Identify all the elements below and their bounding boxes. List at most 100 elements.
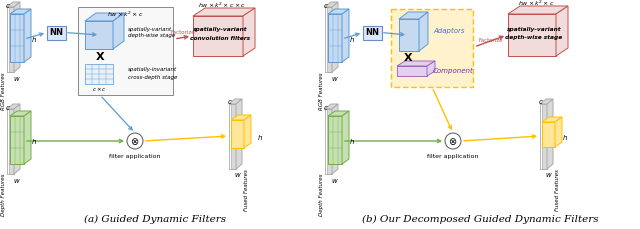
Polygon shape [556, 6, 568, 56]
Text: $\mathbf{X}$: $\mathbf{X}$ [403, 51, 413, 63]
Text: NN: NN [365, 28, 379, 37]
Polygon shape [7, 109, 14, 174]
Polygon shape [399, 12, 428, 19]
Polygon shape [328, 9, 349, 14]
Text: $w$: $w$ [331, 75, 339, 83]
Text: cross-depth stage: cross-depth stage [128, 74, 177, 79]
Polygon shape [243, 8, 255, 56]
Polygon shape [10, 116, 24, 164]
Polygon shape [542, 117, 562, 122]
Polygon shape [325, 7, 332, 72]
Text: Fused Features: Fused Features [555, 169, 560, 211]
Polygon shape [540, 104, 547, 169]
Polygon shape [332, 2, 338, 72]
Polygon shape [7, 2, 20, 7]
Polygon shape [10, 111, 31, 116]
Polygon shape [24, 111, 31, 164]
Text: Component: Component [433, 68, 474, 74]
Polygon shape [540, 99, 553, 104]
Polygon shape [342, 9, 349, 62]
Text: $w$: $w$ [234, 171, 242, 179]
Text: $hw \times k^2 \times c \times c$: $hw \times k^2 \times c \times c$ [198, 1, 246, 10]
Text: filter application: filter application [109, 154, 161, 159]
Polygon shape [7, 7, 14, 72]
Text: Factorize: Factorize [478, 38, 503, 43]
Text: $w$: $w$ [13, 75, 21, 83]
Polygon shape [229, 99, 242, 104]
Polygon shape [236, 99, 242, 169]
Text: $h$: $h$ [562, 133, 568, 142]
Polygon shape [547, 99, 553, 169]
Text: NN: NN [49, 28, 63, 37]
Text: spatially-variant: spatially-variant [193, 27, 247, 33]
Text: RGB Features: RGB Features [1, 72, 6, 110]
Text: $h$: $h$ [257, 133, 263, 142]
Text: $c$: $c$ [227, 98, 233, 106]
Text: (b) Our Decomposed Guided Dynamic Filters: (b) Our Decomposed Guided Dynamic Filter… [362, 215, 598, 224]
Polygon shape [332, 104, 338, 174]
Text: $h$: $h$ [31, 137, 37, 147]
Polygon shape [85, 13, 124, 21]
Text: spatially-invariant: spatially-invariant [128, 68, 177, 73]
Polygon shape [540, 104, 542, 169]
Polygon shape [113, 13, 124, 49]
Text: $h$: $h$ [31, 35, 37, 44]
Text: Fused Features: Fused Features [244, 169, 249, 211]
Polygon shape [229, 104, 236, 169]
Polygon shape [7, 7, 9, 72]
Text: $hw \times k^2 \times c$: $hw \times k^2 \times c$ [107, 10, 144, 19]
Text: $c$: $c$ [323, 2, 329, 9]
Polygon shape [7, 104, 20, 109]
Polygon shape [397, 66, 427, 76]
Text: $hw \times k^2 \times c$: $hw \times k^2 \times c$ [518, 0, 554, 8]
Polygon shape [231, 115, 251, 120]
Text: depth-wise stage: depth-wise stage [506, 35, 563, 41]
Text: $w$: $w$ [331, 177, 339, 185]
Polygon shape [342, 111, 349, 164]
Polygon shape [325, 104, 338, 109]
Text: $\mathbf{X}$: $\mathbf{X}$ [95, 50, 105, 62]
Polygon shape [7, 109, 9, 174]
Polygon shape [325, 109, 332, 174]
Polygon shape [555, 117, 562, 147]
Text: spatially-variant: spatially-variant [507, 27, 561, 33]
Polygon shape [325, 7, 327, 72]
Text: RGB Features: RGB Features [319, 72, 324, 110]
Text: $c \times c$: $c \times c$ [92, 85, 106, 93]
Text: $h$: $h$ [349, 35, 355, 44]
FancyBboxPatch shape [362, 25, 381, 39]
Polygon shape [10, 14, 24, 62]
Polygon shape [508, 14, 556, 56]
FancyBboxPatch shape [47, 25, 65, 39]
Polygon shape [229, 104, 231, 169]
Text: filter application: filter application [428, 154, 479, 159]
Polygon shape [328, 111, 349, 116]
Polygon shape [14, 104, 20, 174]
Text: (a) Guided Dynamic Filters: (a) Guided Dynamic Filters [84, 215, 226, 224]
Text: $c$: $c$ [5, 2, 11, 9]
Text: Depth Features: Depth Features [1, 174, 6, 216]
Polygon shape [85, 21, 113, 49]
Text: $c$: $c$ [538, 98, 544, 106]
Text: Adaptors: Adaptors [433, 28, 465, 34]
Polygon shape [419, 12, 428, 51]
Polygon shape [85, 64, 113, 84]
Text: Factorize: Factorize [171, 30, 195, 35]
Polygon shape [397, 61, 435, 66]
Polygon shape [325, 109, 327, 174]
Text: $\otimes$: $\otimes$ [449, 136, 458, 147]
Text: $\otimes$: $\otimes$ [131, 136, 140, 147]
Text: $w$: $w$ [545, 171, 553, 179]
Polygon shape [328, 14, 342, 62]
Text: $h$: $h$ [349, 137, 355, 147]
Polygon shape [427, 61, 435, 76]
Text: Depth Features: Depth Features [319, 174, 324, 216]
Text: spatially-variant: spatially-variant [128, 27, 172, 32]
Polygon shape [508, 6, 568, 14]
Polygon shape [10, 9, 31, 14]
Polygon shape [244, 115, 251, 148]
Circle shape [127, 133, 143, 149]
Polygon shape [231, 120, 244, 148]
Polygon shape [193, 8, 255, 16]
Polygon shape [14, 2, 20, 72]
